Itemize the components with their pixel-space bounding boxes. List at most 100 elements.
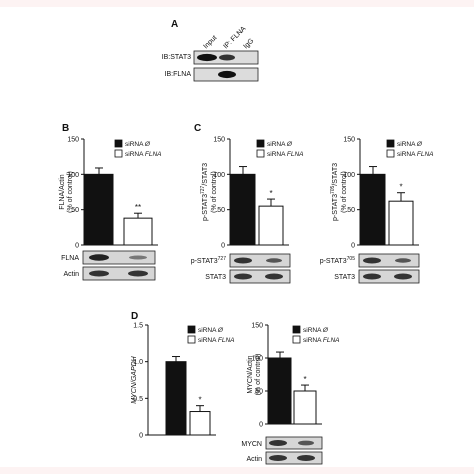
blot-stat3-c-left bbox=[229, 269, 291, 284]
legend-label: siRNA FLNA bbox=[198, 337, 235, 344]
bar-flna bbox=[293, 390, 317, 425]
blot-actin-b bbox=[82, 266, 156, 281]
legend-label: siRNA FLNA bbox=[125, 151, 162, 158]
y-tick-label: 50 bbox=[217, 207, 225, 214]
panel-letter-a: A bbox=[171, 19, 178, 30]
blot-ib-stat3 bbox=[193, 50, 259, 65]
legend-swatch bbox=[114, 139, 123, 148]
blot-label-pstat3-705: p-STAT3705 bbox=[320, 256, 356, 265]
y-tick-label: 0.5 bbox=[133, 396, 143, 403]
legend-label: siRNA Ø bbox=[397, 141, 423, 148]
blot-label-pstat3-727: p-STAT3727 bbox=[191, 256, 227, 265]
lane-label-input: Input bbox=[202, 34, 218, 50]
figure-panel: A Input IP: FLNA IgG IB:STAT3 IB:FLNA B … bbox=[0, 7, 474, 467]
legend-label-emph: Ø bbox=[144, 141, 151, 148]
bar-control bbox=[360, 173, 386, 246]
y-tick-label: 50 bbox=[347, 207, 355, 214]
significance-mark: ** bbox=[135, 203, 141, 212]
legend-label-emph: FLNA bbox=[218, 337, 235, 344]
y-axis-label-line2: (% of control) bbox=[211, 171, 218, 213]
legend-label: siRNA Ø bbox=[125, 141, 151, 148]
y-tick-label: 150 bbox=[213, 137, 225, 144]
y-axis-label-part: p-STAT3 bbox=[202, 194, 209, 221]
y-tick-label: 100 bbox=[67, 172, 79, 179]
y-axis-label: FLNA/Actin bbox=[59, 174, 66, 210]
y-tick-label: 0 bbox=[221, 243, 225, 250]
chart-pstat3-727: 0 50 100 150 * siRNA Ø siRNA FLNA p-STAT3727/ST… bbox=[200, 137, 304, 250]
figure-svg: A Input IP: FLNA IgG IB:STAT3 IB:FLNA B … bbox=[59, 19, 434, 465]
significance-mark: * bbox=[269, 189, 272, 198]
significance-mark: * bbox=[399, 183, 402, 192]
legend-label: siRNA FLNA bbox=[397, 151, 434, 158]
y-axis-label-part: /STAT3 bbox=[332, 163, 339, 186]
chart-pstat3-705: 0 50 100 150 * siRNA Ø siRNA FLNA p-STAT3705/ST… bbox=[330, 137, 434, 250]
y-axis-label-sup: 705 bbox=[330, 185, 336, 194]
bar-control bbox=[84, 173, 114, 246]
bar-flna bbox=[388, 200, 414, 246]
chart-mycn-actin: 0 50 100 150 * siRNA Ø siRNA FLNA MYCN/Actin (% … bbox=[247, 323, 340, 429]
y-tick-label: 1.0 bbox=[133, 359, 143, 366]
y-tick-label: 0 bbox=[139, 433, 143, 440]
bar-control bbox=[230, 173, 256, 246]
blot-label-ib-flna: IB:FLNA bbox=[165, 71, 192, 78]
y-axis-label: MYCN/GAPDH bbox=[131, 355, 138, 403]
significance-mark: * bbox=[303, 375, 306, 384]
legend-label: siRNA FLNA bbox=[303, 337, 340, 344]
blot-stat3-c-right bbox=[358, 269, 420, 284]
chart-mycn-gapdh: 0 0.5 1.0 1.5 * siRNA Ø siRNA FLNA MYCN/GAPDH bbox=[131, 323, 235, 440]
blot-ib-flna bbox=[193, 67, 259, 82]
y-axis-label-sup: 727 bbox=[200, 185, 206, 194]
legend-swatch bbox=[114, 149, 123, 158]
y-tick-label: 50 bbox=[255, 389, 263, 396]
blot-label-flna: FLNA bbox=[61, 255, 79, 262]
legend-swatch bbox=[386, 139, 395, 148]
legend-label-emph: Ø bbox=[416, 141, 423, 148]
y-tick-label: 100 bbox=[343, 172, 355, 179]
lane-label-igg: IgG bbox=[242, 37, 255, 50]
blot-label-stat3-c-right: STAT3 bbox=[334, 274, 355, 281]
chart-flna-actin: 0 50 100 150 ** siRNA Ø siRNA FLNA FLNA/Actin (%… bbox=[59, 137, 162, 250]
panel-letter-c: C bbox=[194, 123, 201, 134]
y-axis-label-part: p-STAT3 bbox=[332, 194, 339, 221]
blot-label-mycn: MYCN bbox=[241, 441, 262, 448]
blot-flna bbox=[82, 250, 156, 265]
y-tick-label: 150 bbox=[343, 137, 355, 144]
blot-actin-d bbox=[265, 451, 323, 465]
significance-mark: * bbox=[198, 396, 201, 405]
legend-label-emph: Ø bbox=[286, 141, 293, 148]
y-tick-label: 150 bbox=[67, 137, 79, 144]
legend-label-emph: Ø bbox=[217, 327, 224, 334]
legend-swatch bbox=[386, 149, 395, 158]
bar-flna bbox=[189, 411, 211, 436]
y-tick-label: 100 bbox=[213, 172, 225, 179]
legend-label: siRNA Ø bbox=[303, 327, 329, 334]
y-tick-label: 1.5 bbox=[133, 323, 143, 330]
legend-label: siRNA Ø bbox=[198, 327, 224, 334]
legend-swatch bbox=[187, 335, 196, 344]
blot-pstat3-727 bbox=[229, 253, 291, 268]
legend-label-emph: FLNA bbox=[417, 151, 434, 158]
legend-swatch bbox=[292, 325, 301, 334]
y-tick-label: 50 bbox=[71, 207, 79, 214]
legend-label-emph: FLNA bbox=[323, 337, 340, 344]
bar-flna bbox=[258, 205, 284, 246]
legend-label-emph: FLNA bbox=[145, 151, 162, 158]
y-tick-label: 100 bbox=[251, 356, 263, 363]
y-axis-label: p-STAT3727/STAT3 bbox=[200, 163, 209, 221]
y-axis-label: MYCN/Actin bbox=[247, 355, 254, 393]
y-tick-label: 0 bbox=[75, 243, 79, 250]
blot-pstat3-705 bbox=[358, 253, 420, 268]
y-tick-label: 0 bbox=[259, 422, 263, 429]
legend-swatch bbox=[256, 149, 265, 158]
legend-label-emph: FLNA bbox=[287, 151, 304, 158]
legend-label-emph: Ø bbox=[322, 327, 329, 334]
legend-label: siRNA Ø bbox=[267, 141, 293, 148]
blot-label-ib-stat3: IB:STAT3 bbox=[162, 54, 191, 61]
bar-control bbox=[268, 357, 292, 425]
panel-letter-d: D bbox=[131, 311, 138, 322]
bar-control bbox=[165, 361, 187, 436]
legend-swatch bbox=[292, 335, 301, 344]
y-axis-label-line2: (% of control) bbox=[255, 354, 262, 396]
panel-letter-b: B bbox=[62, 123, 69, 134]
blot-label-actin-b: Actin bbox=[63, 271, 79, 278]
